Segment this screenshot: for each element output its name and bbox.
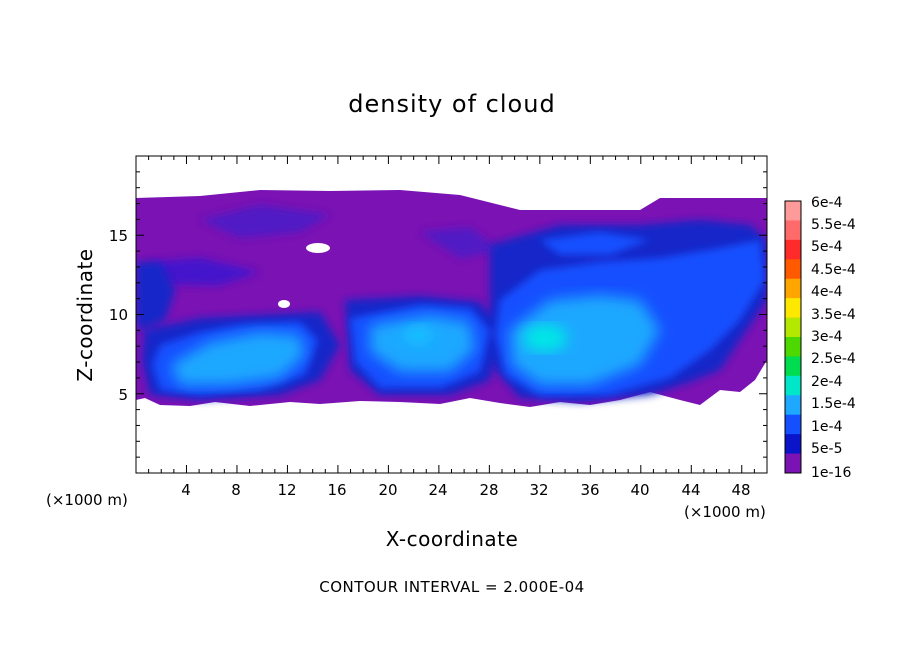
cloud-peak <box>523 324 567 352</box>
x-tick-label: 16 <box>327 481 346 499</box>
colorbar-frame <box>784 200 802 474</box>
colorbar-swatch <box>785 395 801 416</box>
colorbar-swatch <box>785 220 801 241</box>
clear-gap <box>278 300 290 308</box>
x-axis-title: X-coordinate <box>386 527 519 551</box>
colorbar-label: 2.5e-4 <box>811 351 856 367</box>
upper-band <box>420 228 500 258</box>
clear-gap <box>306 243 330 253</box>
upper-layer <box>150 205 500 285</box>
cloud-body <box>136 262 175 330</box>
colorbar-swatch <box>785 259 801 280</box>
colorbar-label: 5.5e-4 <box>811 217 856 233</box>
chart-title: density of cloud <box>348 90 555 118</box>
colorbar-label: 1e-4 <box>811 419 843 435</box>
colorbar-swatch <box>785 317 801 338</box>
x-unit-label-left: (×1000 m) <box>46 491 128 509</box>
y-tick-labels: 5 10 15 <box>109 227 128 404</box>
colorbar-label: 5e-4 <box>811 239 843 255</box>
x-unit-label-right: (×1000 m) <box>684 503 766 521</box>
colorbar-swatch <box>785 278 801 299</box>
y-tick-label: 15 <box>109 227 128 245</box>
cloud-peak <box>404 327 432 343</box>
cloud-bright <box>170 332 305 385</box>
colorbar-label: 4.5e-4 <box>811 262 856 278</box>
colorbar-label: 2e-4 <box>811 374 843 390</box>
colorbar-label: 4e-4 <box>811 284 843 300</box>
colorbar-label: 1.5e-4 <box>811 396 856 412</box>
layer-2e-4 <box>404 324 567 352</box>
colorbar-swatch <box>785 414 801 435</box>
x-tick-label: 20 <box>378 481 397 499</box>
upper-band <box>200 205 330 238</box>
cloud-core <box>540 232 650 255</box>
colorbar-swatch <box>785 356 801 377</box>
colorbar-swatch <box>785 337 801 357</box>
x-tick-label: 32 <box>529 481 548 499</box>
axis-ticks <box>135 155 768 474</box>
x-tick-label: 40 <box>630 481 649 499</box>
cloud-bright <box>510 295 660 385</box>
contour-interval-note: CONTOUR INTERVAL = 2.000E-04 <box>319 578 584 596</box>
colorbar: 6e-4 5.5e-4 5e-4 4.5e-4 4e-4 3.5e-4 3e-4… <box>784 195 856 481</box>
y-tick-label: 5 <box>118 386 128 404</box>
colorbar-label: 3.5e-4 <box>811 307 856 323</box>
x-tick-label: 8 <box>231 481 241 499</box>
colorbar-swatch <box>785 453 801 474</box>
layer-1.5e-4 <box>170 295 660 385</box>
colorbar-swatch <box>785 298 801 319</box>
colorbar-label: 1e-16 <box>811 465 851 481</box>
colorbar-swatch <box>785 239 801 260</box>
x-tick-label: 44 <box>681 481 700 499</box>
colorbar-label: 5e-5 <box>811 441 842 457</box>
x-tick-label: 48 <box>731 481 750 499</box>
cloud-bright <box>370 315 475 372</box>
colorbar-swatches <box>785 201 801 474</box>
x-tick-label: 12 <box>277 481 296 499</box>
y-axis-title: Z-coordinate <box>73 248 97 381</box>
x-tick-labels: 4 8 12 16 20 24 28 32 36 40 44 48 <box>181 481 750 499</box>
x-tick-label: 36 <box>580 481 599 499</box>
colorbar-label: 6e-4 <box>811 195 843 211</box>
colorbar-label: 3e-4 <box>811 329 843 345</box>
colorbar-swatch <box>785 201 801 221</box>
x-tick-label: 24 <box>428 481 447 499</box>
colorbar-swatch <box>785 375 801 396</box>
colorbar-swatch <box>785 434 801 455</box>
x-tick-label: 28 <box>479 481 498 499</box>
upper-band <box>150 258 260 285</box>
cloud-field <box>136 190 767 407</box>
y-tick-label: 10 <box>109 306 128 324</box>
x-tick-label: 4 <box>181 481 191 499</box>
